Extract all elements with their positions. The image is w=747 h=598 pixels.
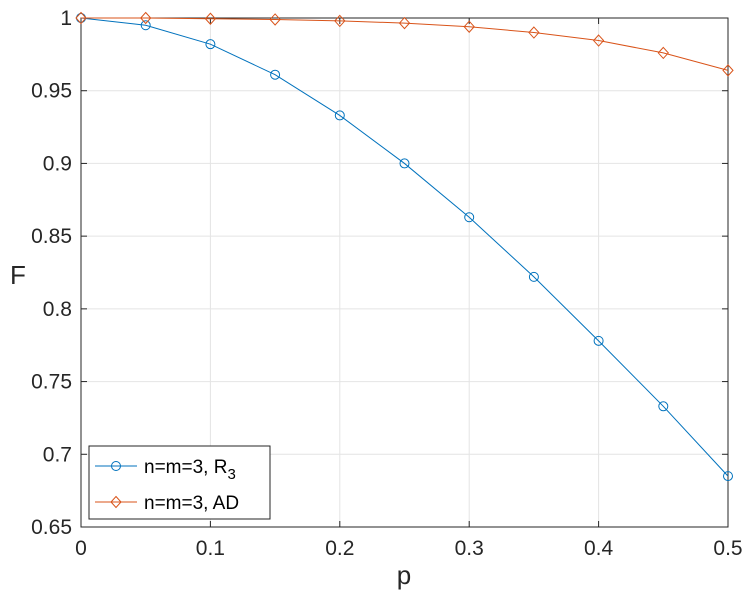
data-point [140, 11, 152, 25]
data-point [334, 110, 345, 121]
y-tick-label: 1 [60, 7, 72, 30]
series-line [80, 17, 729, 477]
x-axis-title: p [397, 560, 411, 590]
legend-entry-ad: n=m=3, AD [95, 493, 239, 514]
x-tick-label: 0.5 [713, 537, 742, 560]
legend-box [88, 445, 271, 520]
data-point [463, 20, 475, 33]
y-tick-label: 0.9 [43, 152, 72, 175]
data-point [528, 271, 539, 282]
data-point [399, 158, 410, 169]
legend-label-r3-subscript: 3 [227, 466, 235, 483]
data-point [75, 11, 87, 25]
x-tick-label: 0.2 [325, 537, 354, 560]
legend: n=m=3, R3 n=m=3, AD [88, 445, 271, 520]
legend-marker-diamond [110, 495, 122, 509]
data-point [593, 335, 604, 346]
data-point [723, 471, 733, 482]
y-tick-label: 0.7 [43, 443, 72, 466]
y-tick-label: 0.95 [31, 80, 72, 103]
data-point [140, 20, 151, 31]
series-1 [75, 11, 734, 77]
tick-labels: 0 0.1 0.2 0.3 0.4 0.5 0.65 0.7 0.75 0.8 0.85 0.9 0.9… [31, 7, 742, 560]
data-point [205, 39, 216, 50]
data-point [204, 12, 217, 25]
data-point [722, 64, 734, 77]
legend-label-r3: n=m=3, R3 [144, 457, 236, 483]
data-point [528, 26, 540, 39]
y-tick-label: 0.65 [31, 516, 72, 539]
legend-entry-r3: n=m=3, R3 [95, 457, 236, 483]
y-axis-title: F [10, 260, 26, 290]
plot-background [81, 18, 728, 527]
data-point [657, 46, 669, 60]
data-point [464, 212, 475, 223]
data-point [270, 69, 281, 80]
x-tick-label: 0.1 [196, 537, 225, 560]
data-point [269, 13, 281, 26]
x-tick-label: 0.3 [455, 537, 484, 560]
legend-label-r3-main: n=m=3, R [144, 457, 227, 478]
data-point [334, 14, 346, 28]
series-0 [76, 13, 733, 482]
data-point [658, 401, 669, 412]
y-tick-label: 0.75 [31, 371, 72, 394]
data-point [398, 16, 411, 30]
x-tick-label: 0.4 [584, 537, 614, 560]
legend-marker-circle [111, 461, 121, 471]
legend-label-ad: n=m=3, AD [144, 493, 239, 514]
x-tick-label: 0 [75, 537, 87, 560]
y-tick-label: 0.8 [43, 298, 72, 321]
series-layer [75, 11, 734, 482]
data-point [592, 34, 605, 47]
series-line [81, 17, 729, 71]
y-tick-label: 0.85 [31, 225, 72, 248]
